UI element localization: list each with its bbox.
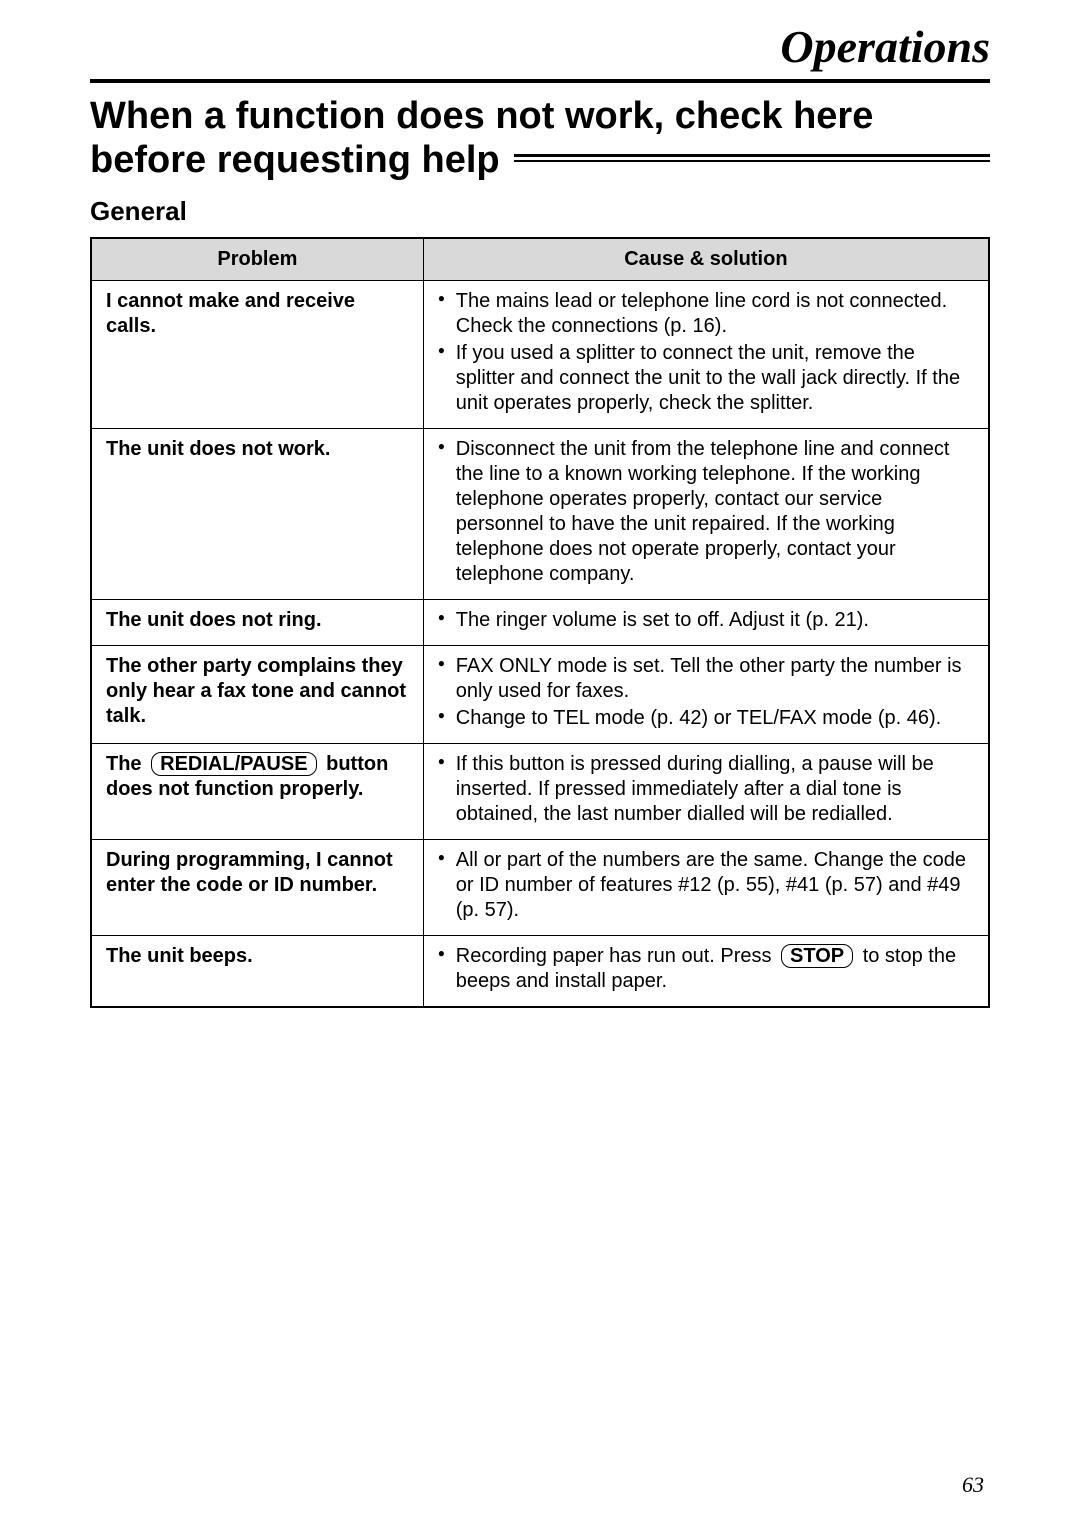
solution-cell: Recording paper has run out. Press STOP … [423, 936, 989, 1008]
problem-text-pre: The [106, 753, 147, 775]
section-title-rule [514, 154, 990, 162]
manual-page: Operations When a function does not work… [0, 0, 1080, 1526]
chapter-title: Operations [90, 20, 990, 79]
solution-cell: The ringer volume is set to off. Adjust … [423, 600, 989, 646]
problem-cell: The unit does not ring. [91, 600, 423, 646]
redial-pause-key-label: REDIAL/PAUSE [151, 752, 316, 776]
section-title-line2: before requesting help [90, 139, 500, 183]
page-number: 63 [962, 1472, 984, 1498]
table-row: The other party complains they only hear… [91, 646, 989, 744]
solution-cell: If this button is pressed during diallin… [423, 744, 989, 840]
solution-bullet: All or part of the numbers are the same.… [438, 848, 974, 923]
solution-bullet: The mains lead or telephone line cord is… [438, 289, 974, 339]
solution-bullet: Disconnect the unit from the telephone l… [438, 437, 974, 587]
solution-bullet: FAX ONLY mode is set. Tell the other par… [438, 654, 974, 704]
solution-cell: All or part of the numbers are the same.… [423, 840, 989, 936]
section-title-block: When a function does not work, check her… [90, 95, 990, 182]
solution-bullet: The ringer volume is set to off. Adjust … [438, 608, 974, 633]
subsection-heading: General [90, 196, 990, 227]
table-row: The unit beeps. Recording paper has run … [91, 936, 989, 1008]
problem-cell: I cannot make and receive calls. [91, 281, 423, 429]
table-body: I cannot make and receive calls. The mai… [91, 281, 989, 1008]
col-header-solution: Cause & solution [423, 238, 989, 281]
problem-cell: The unit does not work. [91, 429, 423, 600]
problem-cell: The unit beeps. [91, 936, 423, 1008]
solution-bullet: Change to TEL mode (p. 42) or TEL/FAX mo… [438, 706, 974, 731]
solution-cell: The mains lead or telephone line cord is… [423, 281, 989, 429]
chapter-rule [90, 79, 990, 83]
solution-text-pre: Recording paper has run out. Press [456, 945, 777, 967]
section-title-line2-row: before requesting help [90, 139, 990, 183]
solution-bullet: If you used a splitter to connect the un… [438, 341, 974, 416]
section-title-line1: When a function does not work, check her… [90, 95, 990, 139]
problem-cell: The REDIAL/PAUSE button does not functio… [91, 744, 423, 840]
table-row: The unit does not ring. The ringer volum… [91, 600, 989, 646]
col-header-problem: Problem [91, 238, 423, 281]
solution-bullet: If this button is pressed during diallin… [438, 752, 974, 827]
table-row: The REDIAL/PAUSE button does not functio… [91, 744, 989, 840]
stop-key-label: STOP [781, 944, 853, 968]
table-row: The unit does not work. Disconnect the u… [91, 429, 989, 600]
solution-cell: Disconnect the unit from the telephone l… [423, 429, 989, 600]
table-header-row: Problem Cause & solution [91, 238, 989, 281]
problem-cell: During programming, I cannot enter the c… [91, 840, 423, 936]
solution-bullet: Recording paper has run out. Press STOP … [438, 944, 974, 994]
table-row: During programming, I cannot enter the c… [91, 840, 989, 936]
troubleshoot-table: Problem Cause & solution I cannot make a… [90, 237, 990, 1008]
solution-cell: FAX ONLY mode is set. Tell the other par… [423, 646, 989, 744]
problem-cell: The other party complains they only hear… [91, 646, 423, 744]
table-row: I cannot make and receive calls. The mai… [91, 281, 989, 429]
